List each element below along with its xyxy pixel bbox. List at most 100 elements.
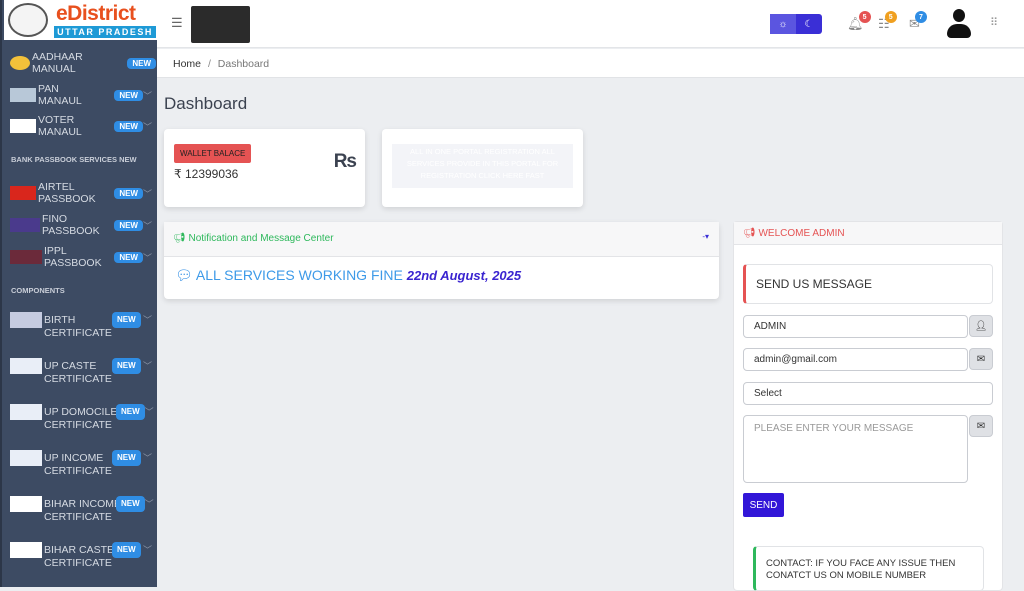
breadcrumb: Home / Dashboard xyxy=(157,49,1024,78)
sidebar-item-component[interactable]: BIRTH NEW ﹀ CERTIFICATE xyxy=(10,312,156,339)
chevron-down-icon: ﹀ xyxy=(142,315,152,325)
sidebar-item-voter[interactable]: VOTER MANAUL NEW ﹀ xyxy=(10,114,156,138)
tasks-icon[interactable]: ☷ 5 xyxy=(878,11,897,32)
subject-select[interactable]: Select xyxy=(743,382,993,405)
moon-icon[interactable]: ☾ xyxy=(804,18,814,30)
collapse-toggle[interactable]: -▾ xyxy=(702,232,709,241)
chevron-down-icon: ﹀ xyxy=(142,121,152,132)
sidebar-item-component[interactable]: UP DOMOCILE NEW ﹀ CERTIFICATE xyxy=(10,404,156,431)
sidebar-item-ippb[interactable]: IPPL PASSBOOK NEW ﹀ xyxy=(10,245,156,269)
new-badge: NEW xyxy=(114,89,143,101)
breadcrumb-home[interactable]: Home xyxy=(173,58,202,70)
breadcrumb-current: Dashboard xyxy=(217,58,270,70)
form-title: SEND US MESSAGE xyxy=(743,264,993,304)
sidebar-item-pan[interactable]: PAN MANAUL NEW ﹀ xyxy=(10,83,156,107)
apps-grid-icon[interactable]: ⠿ xyxy=(990,17,999,29)
fino-icon xyxy=(10,218,40,232)
envelope-icon[interactable]: ✉ 7 xyxy=(909,11,927,32)
email-field[interactable]: admin@gmail.com xyxy=(743,348,968,371)
sidebar-item-component[interactable]: BIHAR CASTE NEW ﹀ CERTIFICATE xyxy=(10,542,156,569)
sidebar-item-component[interactable]: UP CASTE NEW ﹀ CERTIFICATE xyxy=(10,358,156,385)
label-line1: BIRTH xyxy=(44,314,76,326)
section-heading: BANK PASSBOOK SERVICES NEW xyxy=(11,155,137,164)
envelope-icon: ✉ xyxy=(969,415,993,437)
label-line2: CERTIFICATE xyxy=(44,557,112,569)
new-badge: NEW xyxy=(116,496,145,512)
header-banner xyxy=(191,6,250,43)
chevron-down-icon: ﹀ xyxy=(144,407,154,417)
certificate-icon xyxy=(10,358,42,374)
label-line2: CERTIFICATE xyxy=(44,511,112,523)
sidebar-item-component[interactable]: BIHAR INCOME NEW ﹀ CERTIFICATE xyxy=(10,496,156,523)
chevron-down-icon: ﹀ xyxy=(142,188,152,199)
new-badge: NEW xyxy=(127,57,156,69)
notification-date: 22nd August, 2025 xyxy=(406,268,522,283)
label-line1: UP CASTE xyxy=(44,360,97,372)
certificate-icon xyxy=(10,542,42,558)
label: AIRTEL PASSBOOK xyxy=(38,181,96,205)
user-icon: 👤︎ xyxy=(969,315,993,337)
welcome-header: 📢︎ WELCOME ADMIN xyxy=(734,222,1002,245)
new-badge: NEW xyxy=(114,187,143,199)
brand-sub: UTTAR PRADESH xyxy=(54,26,156,38)
label: IPPL PASSBOOK xyxy=(44,245,102,269)
sidebar-item-aadhaar[interactable]: AADHAAR MANUAL NEW xyxy=(10,51,156,75)
new-badge: NEW xyxy=(114,120,143,132)
envelope-icon: ✉ xyxy=(969,348,993,370)
notification-message: ALL SERVICES WORKING FINE xyxy=(195,267,403,283)
label-line1: BIHAR CASTE xyxy=(44,544,115,556)
sun-icon[interactable]: ☼ xyxy=(770,14,796,34)
notification-title: Notification and Message Center xyxy=(188,233,334,244)
wallet-card: WALLET BALACE ₹ 12399036 Rs xyxy=(164,129,365,207)
logo[interactable]: eDistrict UTTAR PRADESH xyxy=(4,0,158,40)
menu-toggle-icon[interactable]: ☰ xyxy=(171,15,183,30)
page-title: Dashboard xyxy=(164,94,248,113)
label: VOTER MANAUL xyxy=(38,114,82,138)
notification-count: 5 xyxy=(858,11,871,23)
wallet-amount: ₹ 12399036 xyxy=(174,167,239,181)
bell-icon[interactable]: 🔔︎ 5 xyxy=(847,11,871,32)
contact-info: CONTACT: IF YOU FACE ANY ISSUE THEN CONA… xyxy=(753,546,984,591)
welcome-title: WELCOME ADMIN xyxy=(758,228,845,239)
name-field[interactable]: ADMIN xyxy=(743,315,968,338)
certificate-icon xyxy=(10,496,42,512)
label-line1: BIHAR INCOME xyxy=(44,498,122,510)
brand-name: eDistrict xyxy=(56,2,136,25)
certificate-icon xyxy=(10,404,42,420)
task-count: 5 xyxy=(884,11,897,23)
promo-text[interactable]: ALL IN ONE PORTAL REGISTRATION ALL SERVI… xyxy=(392,144,573,188)
section-heading: COMPONENTS xyxy=(11,286,65,295)
new-badge: NEW xyxy=(112,312,141,328)
notification-body: 💬︎ ALL SERVICES WORKING FINE 22nd August… xyxy=(164,257,719,294)
message-textarea[interactable]: PLEASE ENTER YOUR MESSAGE xyxy=(743,415,968,483)
currency-icon: Rs xyxy=(333,151,357,172)
label: PAN MANAUL xyxy=(38,83,82,107)
bullhorn-icon: 📢︎ xyxy=(173,233,186,244)
pan-card-icon xyxy=(10,88,36,102)
promo-card[interactable]: ALL IN ONE PORTAL REGISTRATION ALL SERVI… xyxy=(382,129,583,207)
new-badge: NEW xyxy=(114,219,143,231)
certificate-icon xyxy=(10,312,42,328)
chevron-down-icon: ﹀ xyxy=(142,453,152,463)
sidebar-item-component[interactable]: UP INCOME NEW ﹀ CERTIFICATE xyxy=(10,450,156,477)
sidebar-item-fino[interactable]: FINO PASSBOOK NEW ﹀ xyxy=(10,213,156,237)
label-line1: UP INCOME xyxy=(44,452,104,464)
chevron-down-icon: ﹀ xyxy=(142,90,152,101)
new-badge: NEW xyxy=(116,404,145,420)
sidebar: eDistrict UTTAR PRADESH AADHAAR MANUAL NE… xyxy=(0,0,158,587)
send-button[interactable]: SEND xyxy=(743,493,784,517)
label: AADHAAR MANUAL xyxy=(32,51,83,75)
theme-toggle[interactable]: ☼ ☾ xyxy=(770,14,822,34)
notification-header: 📢︎ Notification and Message Center -▾ xyxy=(164,222,719,257)
label-line2: CERTIFICATE xyxy=(44,373,112,385)
ippb-icon xyxy=(10,250,42,264)
new-badge: NEW xyxy=(112,450,141,466)
top-header: ☰ ☼ ☾ 🔔︎ 5 ☷ 5 ✉ 7 ⠿ xyxy=(157,0,1024,48)
label-line2: CERTIFICATE xyxy=(44,465,112,477)
bullhorn-icon: 📢︎ xyxy=(743,228,756,239)
sidebar-item-airtel[interactable]: AIRTEL PASSBOOK NEW ﹀ xyxy=(10,181,156,205)
airtel-icon xyxy=(10,186,36,200)
comment-icon: 💬︎ xyxy=(175,267,193,283)
message-count: 7 xyxy=(914,11,927,23)
avatar[interactable] xyxy=(947,9,971,39)
